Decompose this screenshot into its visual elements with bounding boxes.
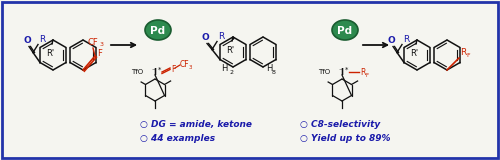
Text: I: I (340, 68, 344, 76)
Text: R: R (403, 35, 409, 44)
Text: CF: CF (180, 60, 190, 68)
Text: 2: 2 (230, 70, 234, 75)
Text: O: O (387, 36, 395, 44)
Ellipse shape (332, 20, 358, 40)
Text: I: I (154, 68, 156, 76)
Text: F: F (466, 53, 469, 58)
Text: R: R (39, 35, 46, 44)
Text: R': R' (46, 49, 54, 58)
Text: ○ DG = amide, ketone: ○ DG = amide, ketone (140, 120, 252, 129)
Text: CF: CF (88, 38, 99, 47)
Text: F: F (366, 73, 369, 78)
Text: O: O (23, 36, 31, 44)
Text: ○ Yield up to 89%: ○ Yield up to 89% (300, 134, 390, 143)
Text: R': R' (226, 46, 234, 55)
Text: 3: 3 (189, 65, 192, 70)
FancyBboxPatch shape (2, 2, 498, 158)
Text: ○ C8-selectivity: ○ C8-selectivity (300, 120, 380, 129)
Text: Pd: Pd (338, 25, 352, 36)
Text: 3: 3 (100, 42, 104, 47)
Text: TfO: TfO (318, 69, 330, 75)
Text: H: H (266, 64, 272, 72)
Ellipse shape (145, 20, 171, 40)
Text: *: * (345, 67, 348, 73)
Text: F: F (97, 49, 102, 58)
Text: R: R (460, 48, 466, 57)
Text: R: R (360, 68, 366, 76)
Text: F: F (171, 64, 175, 73)
Text: ○ 44 examples: ○ 44 examples (140, 134, 215, 143)
Text: H: H (222, 64, 228, 72)
Text: TfO: TfO (131, 69, 143, 75)
Text: R: R (218, 32, 224, 40)
Text: Pd: Pd (150, 25, 166, 36)
Text: 8: 8 (272, 70, 276, 75)
Text: ⁻: ⁻ (339, 68, 343, 74)
Text: ⁻: ⁻ (152, 68, 156, 74)
Text: *: * (158, 67, 162, 73)
Text: R': R' (410, 49, 418, 58)
Text: O: O (201, 32, 209, 41)
